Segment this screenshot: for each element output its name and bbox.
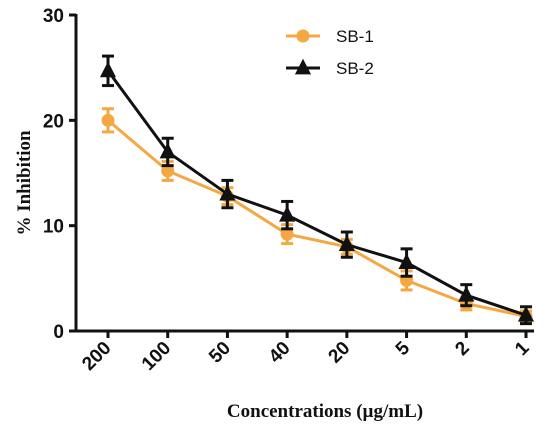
data-point — [161, 164, 175, 178]
legend-item-sb-1: SB-1 — [286, 27, 374, 46]
data-point — [99, 61, 117, 78]
y-tick-label: 10 — [43, 217, 64, 238]
series-layer — [99, 54, 535, 326]
data-point — [338, 235, 355, 252]
x-tick-label: 1 — [511, 337, 534, 360]
y-tick-label: 20 — [43, 111, 64, 132]
data-point — [279, 205, 296, 222]
data-point — [517, 305, 535, 322]
legend-label: SB-2 — [336, 59, 374, 78]
data-point — [398, 253, 415, 269]
x-tick-label: 200 — [78, 338, 115, 375]
x-axis-ticks: 200 100 50 40 20 5 2 1 — [78, 331, 534, 375]
series-line-sb-1 — [107, 119, 527, 318]
x-tick-label: 40 — [265, 338, 295, 368]
data-point — [458, 285, 475, 302]
y-tick-label: 0 — [53, 322, 64, 343]
data-point — [159, 142, 176, 159]
data-point — [280, 227, 294, 241]
legend-marker — [296, 29, 310, 43]
x-axis-title: Concentrations (µg/mL) — [227, 401, 423, 422]
legend-marker — [294, 58, 312, 75]
x-tick-label: 20 — [325, 338, 355, 368]
x-tick-label: 50 — [205, 338, 235, 368]
legend-label: SB-1 — [336, 27, 374, 46]
legend-item-sb-2: SB-2 — [286, 58, 374, 78]
y-axis-title: % Inhibition — [14, 130, 35, 236]
series-sb-2 — [99, 54, 535, 326]
y-axis-ticks: 0 10 20 30 — [43, 6, 76, 343]
series-line-sb-2 — [106, 69, 527, 317]
x-tick-label: 2 — [451, 338, 473, 360]
x-tick-label: 5 — [392, 337, 415, 360]
data-point — [101, 113, 115, 127]
x-tick-label: 100 — [138, 338, 175, 375]
legend: SB-1 SB-2 — [286, 27, 374, 78]
data-point — [219, 184, 236, 201]
y-tick-label: 30 — [43, 6, 64, 27]
